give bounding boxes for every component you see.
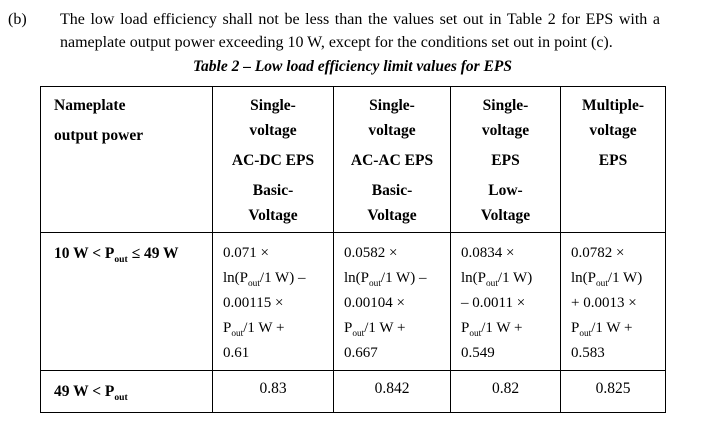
header-line: EPS	[598, 152, 628, 169]
table-caption: Table 2 – Low load efficiency limit valu…	[192, 58, 512, 75]
header-line: output power	[54, 127, 144, 144]
regulation-point-b: (b) The low load efficiency shall not be…	[0, 0, 704, 54]
table-header-row: Nameplate output power Single- voltage A…	[40, 86, 666, 233]
power-range-cell: 10 W < Pout ≤ 49 W	[40, 232, 213, 371]
formula-cell-ac-dc: 0.071 × ln(Pout/1 W) – 0.00115 × Pout/1 …	[212, 232, 334, 371]
header-nameplate-output-power: Nameplate output power	[40, 86, 213, 233]
header-single-voltage-ac-ac-basic: Single- voltage AC-AC EPS Basic- Voltage	[333, 86, 451, 233]
header-line: Basic- Voltage	[367, 182, 417, 224]
eps-efficiency-table: Nameplate output power Single- voltage A…	[40, 86, 666, 413]
table-row-over-49w: 49 W < Pout 0.83 0.842 0.82 0.825	[40, 370, 666, 413]
value-cell-multiple-voltage: 0.825	[560, 370, 666, 413]
power-range-cell: 49 W < Pout	[40, 370, 213, 413]
header-line: Basic- Voltage	[248, 182, 298, 224]
value-cell-low-voltage: 0.82	[450, 370, 561, 413]
header-line: Low- Voltage	[480, 182, 531, 224]
table-row-10w-49w: 10 W < Pout ≤ 49 W 0.071 × ln(Pout/1 W) …	[40, 232, 666, 371]
header-line: Nameplate	[54, 97, 126, 114]
formula-cell-ac-ac: 0.0582 × ln(Pout/1 W) – 0.00104 × Pout/1…	[333, 232, 451, 371]
header-line: Multiple- voltage	[582, 97, 644, 139]
header-line: Single- voltage	[249, 97, 297, 139]
header-single-voltage-ac-dc-basic: Single- voltage AC-DC EPS Basic- Voltage	[212, 86, 334, 233]
value-cell-ac-dc: 0.83	[212, 370, 334, 413]
value-cell-ac-ac: 0.842	[333, 370, 451, 413]
header-line: Single- voltage	[368, 97, 416, 139]
header-single-voltage-eps-low: Single- voltage EPS Low- Voltage	[450, 86, 561, 233]
header-line: Single- voltage	[481, 97, 530, 139]
header-line: AC-DC EPS	[231, 152, 315, 169]
formula-cell-low-voltage: 0.0834 × ln(Pout/1 W) – 0.0011 × Pout/1 …	[450, 232, 561, 371]
header-line: AC-AC EPS	[350, 152, 434, 169]
header-line: EPS	[491, 152, 520, 169]
paragraph-text: The low load efficiency shall not be les…	[60, 11, 660, 51]
header-multiple-voltage-eps: Multiple- voltage EPS	[560, 86, 666, 233]
formula-cell-multiple-voltage: 0.0782 × ln(Pout/1 W) + 0.0013 × Pout/1 …	[560, 232, 666, 371]
paragraph-label: (b)	[8, 11, 27, 28]
